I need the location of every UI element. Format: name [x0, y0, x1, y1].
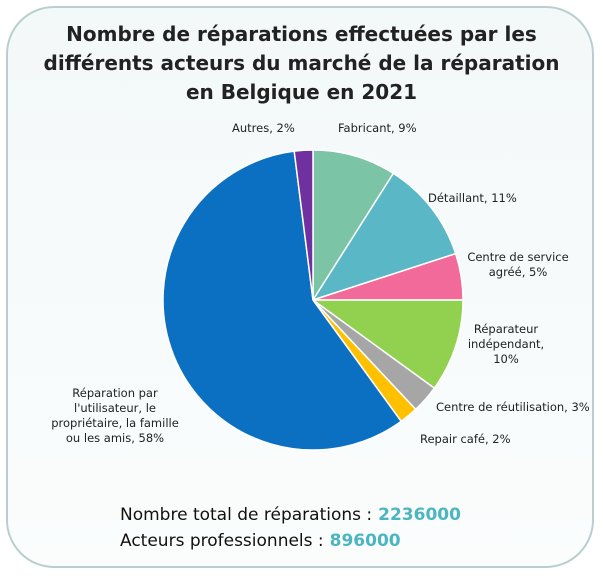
slice-label: Réparateur indépendant, 10% — [467, 322, 545, 366]
chart-title: Nombre de réparations effectuées par les… — [43, 22, 560, 104]
slice-label: Centre de réutilisation, 3% — [436, 400, 590, 414]
slice-label: Détaillant, 11% — [428, 191, 517, 205]
slice-label: Fabricant, 9% — [338, 121, 417, 135]
footer-line: Acteurs professionnels :896000 — [120, 531, 401, 551]
footer-label: Nombre total de réparations : — [120, 505, 373, 525]
pie-slice — [310, 299, 464, 390]
slice-label: Réparation par l'utilisateur, le proprié… — [51, 386, 179, 445]
pie-slice — [312, 149, 395, 303]
footer-value: 896000 — [329, 531, 401, 551]
footer-label: Acteurs professionnels : — [120, 531, 324, 551]
footer-value: 2236000 — [378, 505, 461, 525]
slice-label: Autres, 2% — [232, 121, 295, 135]
footer-line: Nombre total de réparations :2236000 — [120, 505, 461, 525]
pie-slice — [162, 150, 403, 451]
pie-slice — [311, 172, 457, 302]
slice-label: Centre de service agréé, 5% — [467, 250, 569, 279]
slice-label: Repair café, 2% — [420, 432, 511, 446]
pie-slice — [293, 149, 314, 301]
